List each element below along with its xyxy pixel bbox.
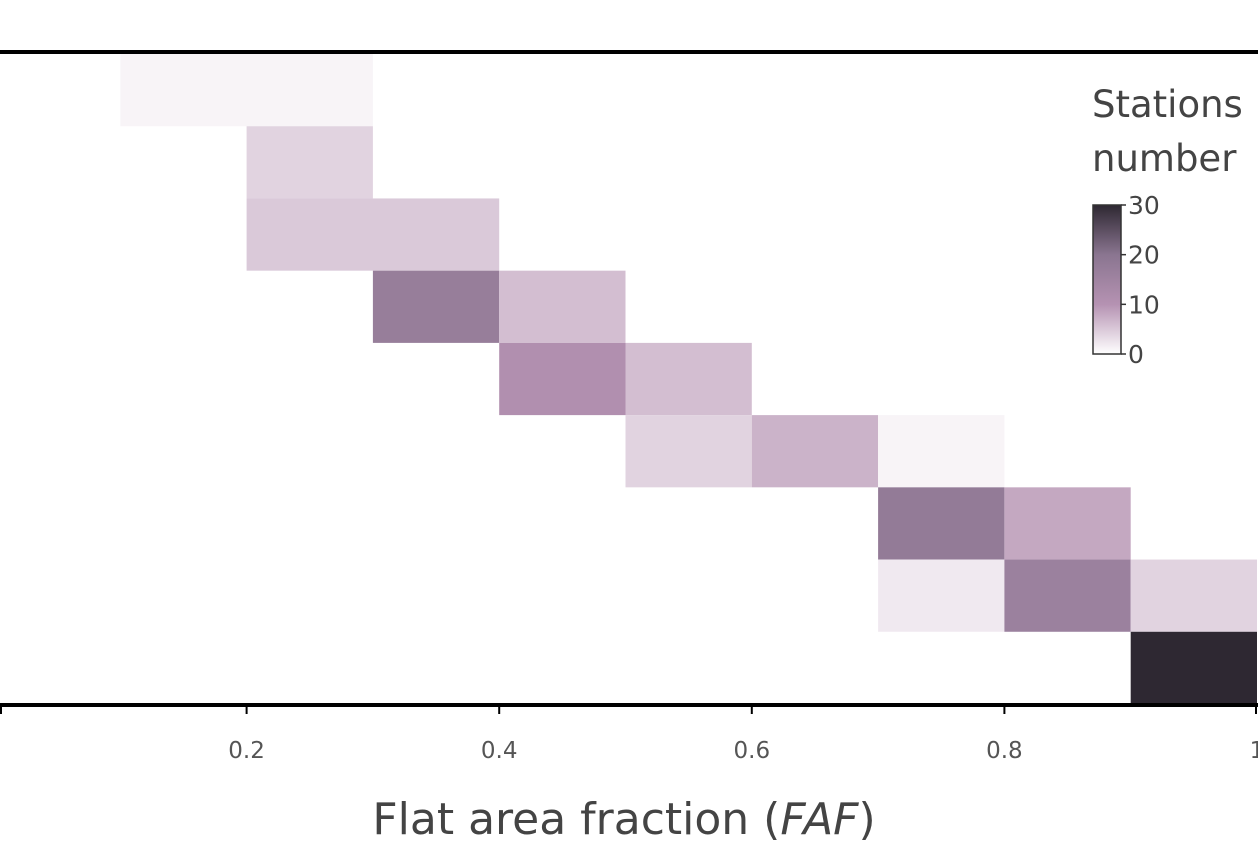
colorbar-tick-label-2: 20 <box>1128 241 1160 270</box>
colorbar-ticks: 0 10 20 30 <box>1121 191 1160 369</box>
heatmap-cell-5 <box>499 342 626 416</box>
heatmap-cell-0 <box>120 54 373 127</box>
heatmap-cell-10 <box>878 487 1005 560</box>
x-tick-label-1: 0.2 <box>228 738 265 764</box>
colorbar-tick-label-3: 30 <box>1128 191 1160 220</box>
colorbar-gradient <box>1092 204 1122 355</box>
x-tick-label-4: 0.8 <box>986 738 1023 764</box>
colorbar-title-line-1: Stations <box>1092 83 1243 126</box>
x-tick-label-2: 0.4 <box>481 738 518 764</box>
heatmap-cells <box>120 54 1257 704</box>
heatmap-cell-14 <box>1130 559 1257 632</box>
colorbar-legend: Stations number 0 10 20 30 <box>1092 83 1243 369</box>
heatmap-cell-13 <box>1004 559 1131 632</box>
heatmap-cell-8 <box>751 415 879 488</box>
heatmap-cell-4 <box>499 270 626 343</box>
heatmap-cell-3 <box>372 270 500 343</box>
heatmap-cell-11 <box>1004 487 1131 560</box>
heatmap-cell-12 <box>878 559 1005 632</box>
colorbar-title-line-2: number <box>1092 137 1237 180</box>
heatmap-cell-15 <box>1130 631 1257 704</box>
colorbar-tick-label-1: 10 <box>1128 290 1160 319</box>
x-axis-ticks: 0 0.2 0.4 0.6 0.8 1 <box>0 705 1258 764</box>
x-tick-label-3: 0.6 <box>734 738 771 764</box>
x-tick-label-5: 1 <box>1250 738 1258 764</box>
heatmap-cell-7 <box>625 415 752 488</box>
colorbar-tick-label-0: 0 <box>1128 340 1144 369</box>
x-axis-title: Flat area fraction (FAF) <box>372 794 875 845</box>
heatmap-cell-2 <box>246 198 500 271</box>
heatmap-cell-9 <box>878 415 1005 488</box>
heatmap-cell-6 <box>625 342 752 416</box>
heatmap-cell-1 <box>246 126 373 199</box>
x-tick-label-0: 0 <box>0 738 1 764</box>
